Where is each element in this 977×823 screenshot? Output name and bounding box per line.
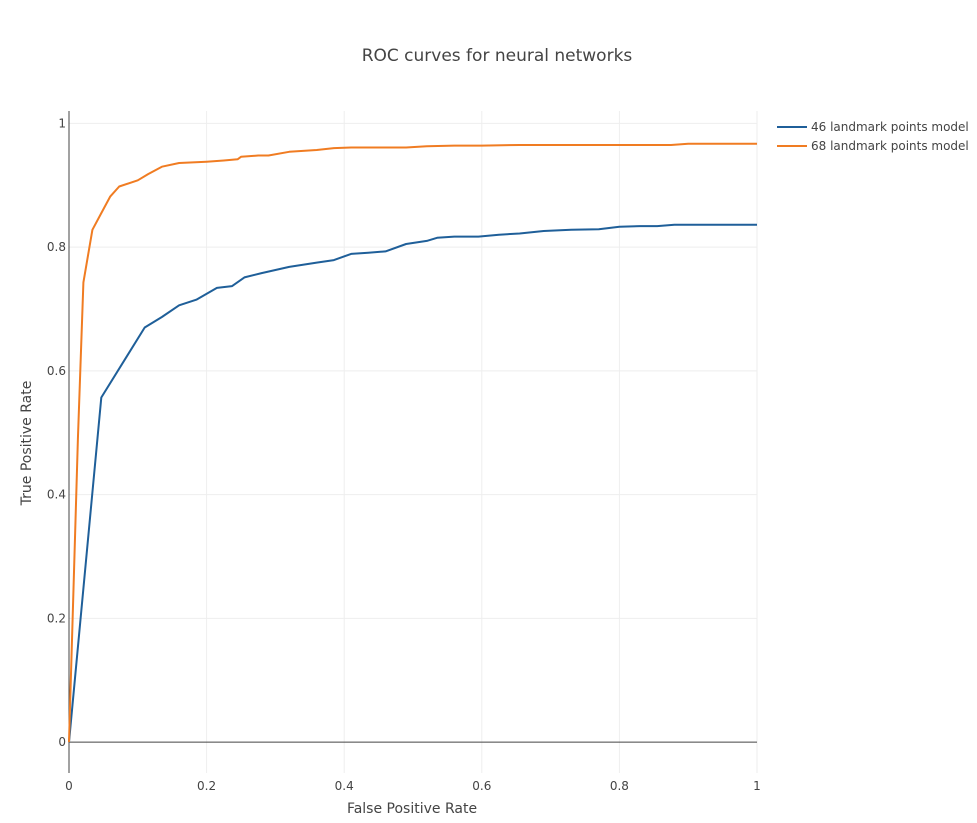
x-tick-label: 0 [65, 779, 73, 793]
legend-item-label[interactable]: 46 landmark points model [811, 120, 969, 134]
y-tick-label: 0.6 [47, 364, 66, 378]
legend-item-label[interactable]: 68 landmark points model [811, 139, 969, 153]
y-tick-label: 0.2 [47, 611, 66, 625]
x-tick-label: 0.4 [335, 779, 354, 793]
x-tick-label: 1 [753, 779, 761, 793]
plot-area [68, 142, 757, 743]
y-tick-label: 0.4 [47, 488, 66, 502]
y-tick-label: 0.8 [47, 240, 66, 254]
y-tick-label: 0 [58, 735, 66, 749]
grid [69, 111, 758, 773]
y-tick-label: 1 [58, 116, 66, 130]
legend[interactable]: 46 landmark points model 68 landmark poin… [777, 120, 969, 153]
x-tick-label: 0.2 [197, 779, 216, 793]
axes: 0 0.2 0.4 0.6 0.8 1 0 0.2 0.4 0.6 0.8 1 [47, 111, 761, 793]
chart-title: ROC curves for neural networks [362, 46, 633, 66]
x-tick-label: 0.8 [610, 779, 629, 793]
series-line-2 [68, 142, 757, 743]
x-tick-label: 0.6 [472, 779, 491, 793]
x-axis-title: False Positive Rate [347, 801, 477, 817]
y-axis-title: True Positive Rate [19, 381, 35, 507]
series-line-1 [68, 223, 757, 743]
